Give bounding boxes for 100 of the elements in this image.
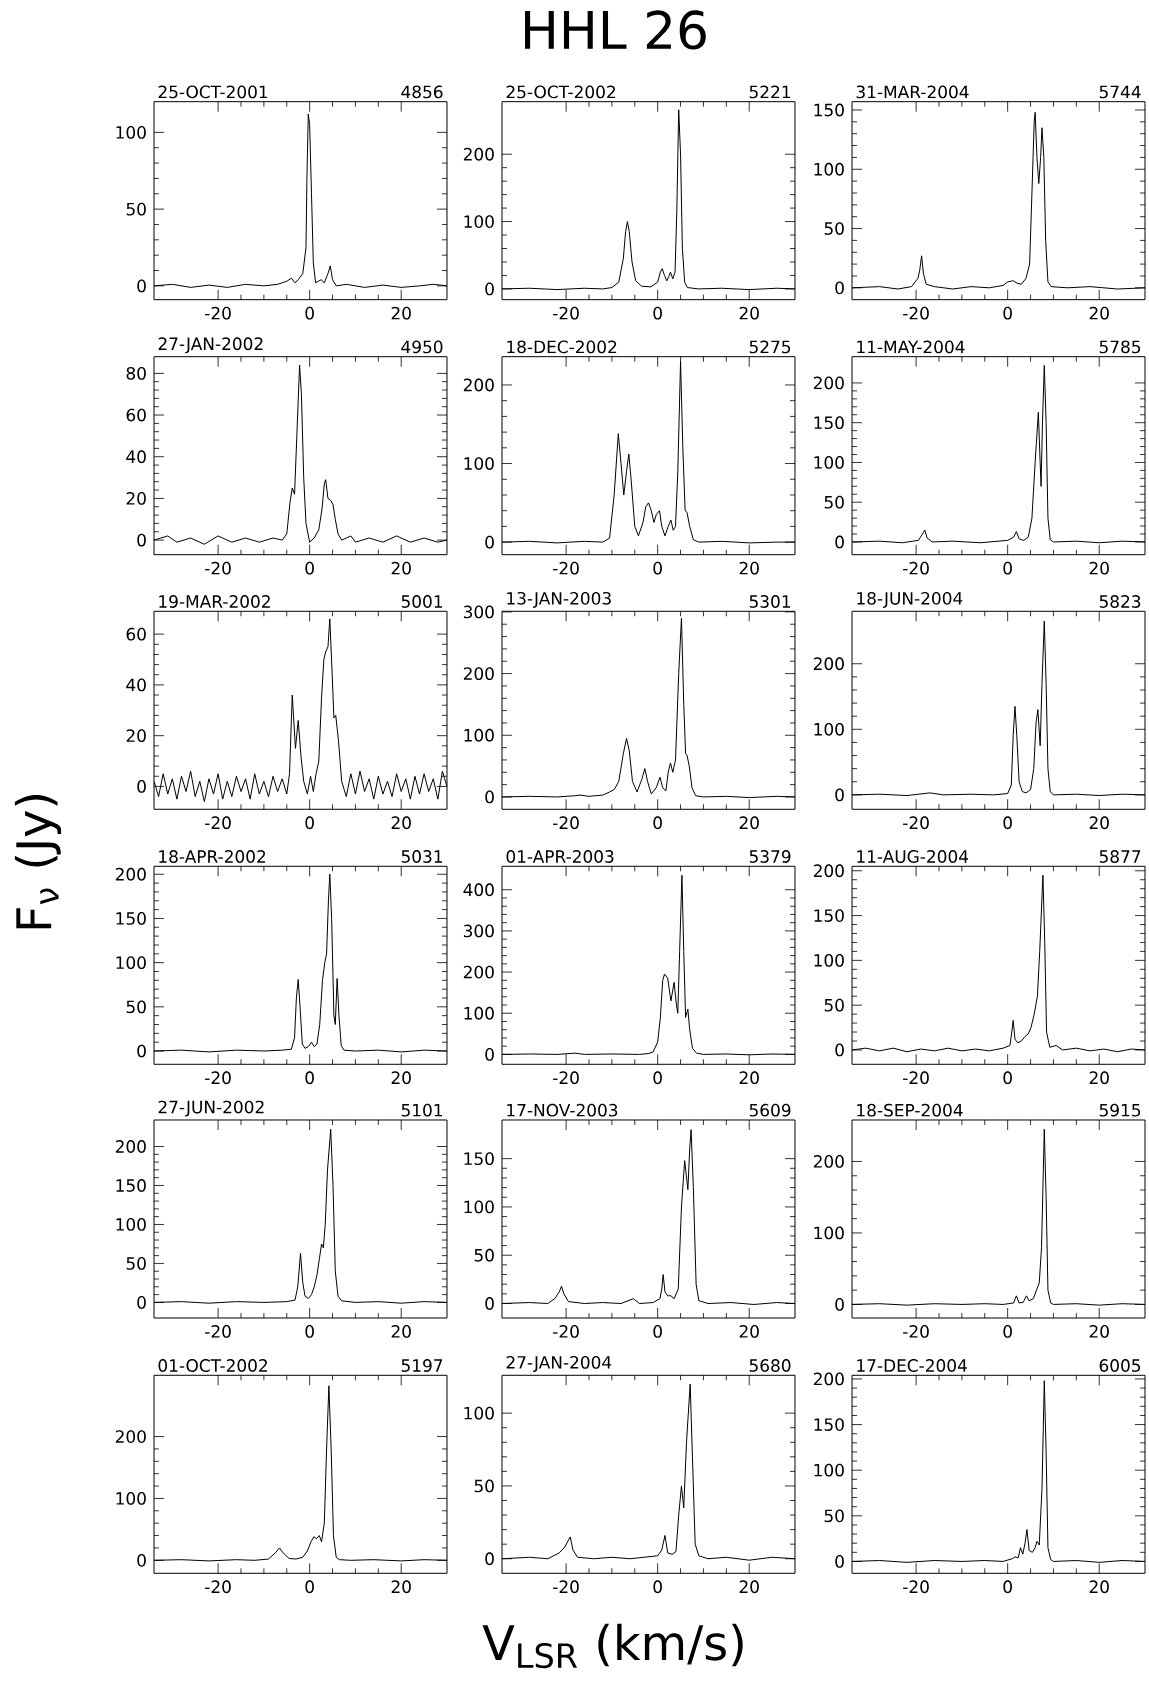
chart-subtitle: 5031	[401, 850, 443, 863]
y-tick-label: 200	[813, 657, 844, 671]
chart-title: 27-JAN-2004	[506, 1355, 612, 1372]
x-tick-label: -20	[205, 816, 231, 830]
chart-subtitle: 6005	[1099, 1359, 1141, 1372]
y-tick-label: 0	[485, 282, 494, 296]
x-axis-title: V$_{LSR}$ (km/s)	[482, 1623, 743, 1669]
y-tick-label: 0	[485, 1297, 494, 1310]
y-tick-label: 0	[835, 281, 844, 295]
y-tick-label: 50	[824, 222, 844, 235]
y-tick-label: 100	[116, 1492, 146, 1505]
x-tick-label: 0	[1003, 816, 1012, 830]
y-tick-label: 0	[485, 790, 494, 804]
x-tick-label: -20	[205, 1580, 231, 1594]
x-tick-label: -20	[903, 561, 929, 575]
x-tick-label: -20	[205, 561, 231, 575]
x-tick-label: 20	[739, 1580, 759, 1594]
x-tick-label: 0	[653, 1325, 662, 1338]
y-tick-label: 0	[137, 533, 146, 547]
x-tick-label: 20	[739, 1071, 759, 1085]
y-tick-label: 200	[813, 1155, 844, 1168]
y-tick-label: 0	[835, 535, 844, 549]
chart-subtitle: 5680	[749, 1359, 791, 1372]
x-tick-label: 20	[739, 1325, 759, 1338]
chart-subtitle: 5785	[1099, 340, 1141, 354]
y-tick-label: 100	[116, 1218, 146, 1231]
y-tick-label: 100	[464, 728, 494, 742]
x-tick-label: 0	[305, 816, 314, 830]
chart-subtitle: 5197	[401, 1359, 443, 1372]
x-tick-label: 20	[1089, 816, 1109, 830]
y-tick-label: 0	[137, 1553, 146, 1567]
chart-subtitle: 5744	[1099, 85, 1141, 99]
x-tick-label: 20	[1089, 561, 1109, 575]
x-tick-label: 0	[1003, 1071, 1012, 1085]
chart-title: 18-JUN-2004	[857, 591, 963, 608]
y-tick-label: 0	[835, 1298, 844, 1311]
chart-subtitle: 4950	[401, 340, 443, 354]
x-tick-label: -20	[903, 1325, 929, 1338]
y-tick-label: 150	[116, 912, 146, 925]
y-tick-label: 0	[835, 788, 844, 802]
x-tick-label: -20	[903, 1071, 929, 1085]
y-tick-label: 100	[116, 125, 146, 139]
x-tick-label: 0	[305, 306, 314, 320]
chart-title: 18-DEC-2002	[507, 340, 617, 354]
y-tick-label: 40	[126, 450, 146, 464]
chart-title: 18-SEP-2004	[857, 1103, 963, 1117]
y-tick-label: 0	[485, 1552, 494, 1566]
chart-subtitle: 4856	[401, 85, 443, 99]
y-tick-label: 100	[464, 457, 494, 470]
y-tick-label: 400	[463, 883, 494, 897]
x-tick-label: 20	[391, 1071, 411, 1085]
x-tick-label: -20	[903, 816, 929, 830]
chart-subtitle: 5379	[749, 850, 791, 863]
chart-title: 01-APR-2003	[506, 850, 614, 863]
y-tick-label: 0	[835, 1043, 844, 1057]
y-tick-label: 0	[485, 535, 494, 549]
chart-title: 27-JAN-2002	[158, 337, 263, 354]
x-tick-label: 0	[305, 1325, 314, 1338]
x-tick-label: 20	[391, 1325, 411, 1338]
x-tick-label: -20	[553, 816, 579, 830]
y-tick-label: 100	[116, 956, 146, 970]
y-tick-label: 50	[474, 1479, 494, 1493]
chart-subtitle: 5001	[401, 595, 443, 608]
x-tick-label: 0	[653, 816, 662, 830]
y-tick-label: 0	[485, 1048, 494, 1061]
chart-subtitle: 5221	[749, 85, 791, 99]
chart-title: 19-MAR-2002	[159, 595, 270, 608]
x-tick-label: 20	[391, 306, 411, 320]
x-tick-label: -20	[903, 306, 929, 320]
y-tick-label: 60	[126, 627, 146, 641]
y-tick-label: 60	[126, 408, 146, 422]
y-tick-label: 0	[137, 1296, 146, 1309]
y-tick-label: 100	[814, 1226, 844, 1240]
y-tick-label: 200	[463, 147, 494, 161]
chart-title: 18-APR-2002	[159, 850, 266, 863]
x-tick-label: 0	[653, 1580, 662, 1594]
x-tick-label: 0	[1003, 1580, 1012, 1594]
y-tick-label: 100	[464, 1200, 494, 1214]
y-tick-label: 200	[463, 667, 494, 680]
x-tick-label: 20	[391, 561, 411, 575]
x-tick-label: 0	[653, 561, 662, 575]
x-tick-label: 20	[391, 1580, 411, 1594]
x-tick-label: 0	[1003, 561, 1012, 575]
chart-title: 25-OCT-2001	[158, 85, 268, 99]
y-tick-label: 20	[126, 492, 146, 505]
x-tick-label: 0	[305, 561, 314, 575]
x-tick-label: -20	[205, 1325, 231, 1338]
chart-title: 17-NOV-2003	[507, 1103, 618, 1117]
y-tick-label: 300	[463, 924, 494, 938]
x-tick-label: -20	[553, 1580, 579, 1594]
x-tick-label: 20	[1089, 1580, 1109, 1594]
y-tick-label: 300	[463, 605, 494, 619]
y-tick-label: 50	[126, 1000, 146, 1014]
y-tick-label: 150	[814, 103, 844, 117]
x-tick-label: 20	[1089, 1325, 1109, 1338]
chart-title: 27-JUN-2002	[158, 1100, 264, 1117]
y-tick-label: 200	[115, 867, 146, 881]
y-tick-label: 80	[126, 366, 146, 380]
y-tick-label: 40	[126, 678, 146, 692]
x-tick-label: -20	[553, 1071, 579, 1085]
